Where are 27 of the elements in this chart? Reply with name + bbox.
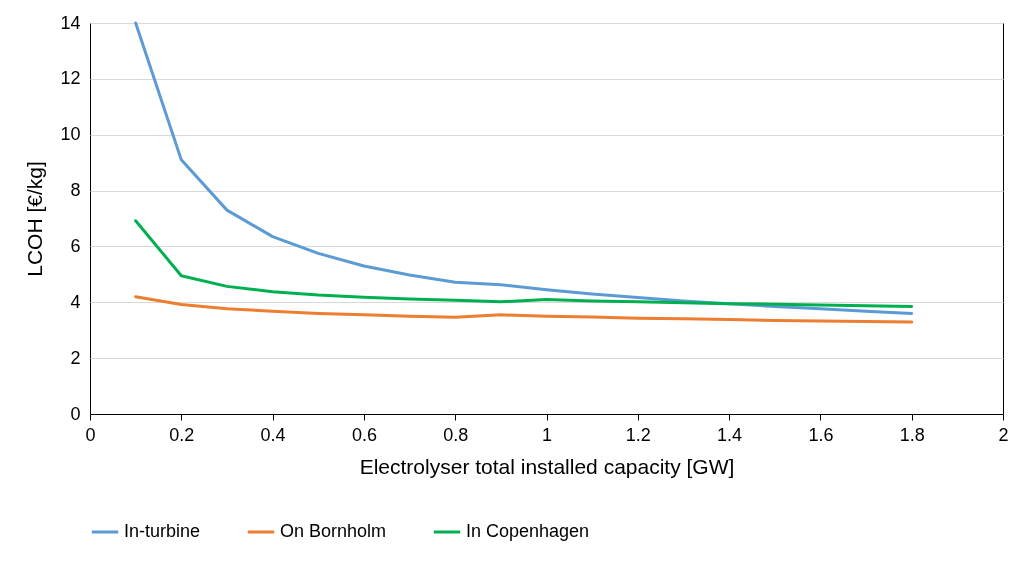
x-axis-title: Electrolyser total installed capacity [GW] <box>359 454 735 478</box>
line-series <box>134 219 914 308</box>
legend-label: In-turbine <box>124 521 201 541</box>
x-tick-label: 1.6 <box>808 424 834 445</box>
x-tick-label: 1.8 <box>899 424 925 445</box>
x-tick-label: 0.8 <box>443 424 469 445</box>
y-tick-label: 4 <box>70 291 81 312</box>
x-tick-label: 0 <box>85 424 96 445</box>
y-tick-label: 8 <box>70 180 81 201</box>
line-series <box>134 21 914 315</box>
x-tick-label: 0.4 <box>260 424 286 445</box>
y-tick-label: 0 <box>70 403 81 424</box>
x-tick-label: 0.2 <box>169 424 195 445</box>
legend-label: In Copenhagen <box>466 521 590 541</box>
y-tick-label: 2 <box>70 347 81 368</box>
y-tick-label: 12 <box>60 68 81 89</box>
legend-label: On Bornholm <box>280 521 387 541</box>
x-tick-label: 2 <box>998 424 1009 445</box>
x-tick-label: 1.2 <box>625 424 651 445</box>
y-tick-label: 14 <box>60 12 81 33</box>
x-tick-label: 1.4 <box>717 424 743 445</box>
x-tick-label: 1 <box>541 424 553 445</box>
y-tick-label: 10 <box>60 124 81 145</box>
y-axis-title: LCOH [€/kg] <box>23 161 47 277</box>
line-series <box>134 295 914 324</box>
y-tick-label: 6 <box>70 235 81 256</box>
x-tick-label: 0.6 <box>351 424 377 445</box>
